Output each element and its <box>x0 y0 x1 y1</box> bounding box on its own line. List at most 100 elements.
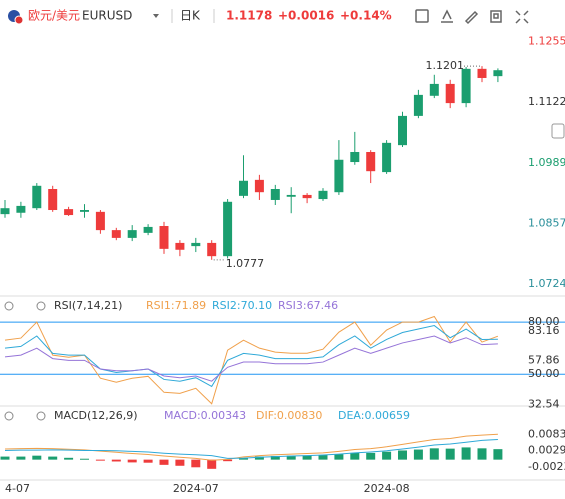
indicator-line <box>4 438 498 459</box>
y-tick-label: 0.00830 <box>528 427 565 440</box>
high-label: 1.1201 <box>426 59 465 72</box>
macd-bar <box>175 459 185 466</box>
candle-body <box>334 159 344 193</box>
macd-bar <box>413 449 423 460</box>
y-tick-label: 1.1255 <box>528 34 565 47</box>
candle-body <box>398 115 407 146</box>
macd-bar <box>270 455 280 460</box>
macd-bar <box>366 452 376 460</box>
candle-body <box>0 208 10 215</box>
x-tick-label: 2024-08 <box>364 482 410 495</box>
candle-body <box>239 180 248 196</box>
macd-bar <box>223 459 233 462</box>
icon-button[interactable] <box>415 9 429 23</box>
candle-body <box>143 226 153 233</box>
legend-entry: MACD:0.00343 <box>164 409 246 422</box>
settings-icon[interactable] <box>36 411 46 421</box>
macd-bar <box>0 456 10 460</box>
macd-bar <box>127 459 137 463</box>
x-tick-label: 4-07 <box>5 482 30 495</box>
icon-button[interactable] <box>441 9 453 23</box>
toolbar-icons <box>415 9 529 25</box>
candle-body <box>350 151 360 163</box>
macd-bar <box>239 458 248 460</box>
legend-entry: DIF:0.00830 <box>256 409 322 422</box>
y-tick-label: 1.1122 <box>528 95 565 108</box>
macd-bar <box>16 456 26 460</box>
indicator-line <box>4 335 498 382</box>
legend-entry: DEA:0.00659 <box>338 409 410 422</box>
macd-bar <box>159 459 169 465</box>
legend-entry: RSI3:67.46 <box>278 299 338 312</box>
candle-body <box>413 94 423 116</box>
pair-symbol[interactable]: EURUSD <box>82 9 132 23</box>
macd-bar <box>254 456 264 460</box>
indicator-line <box>4 315 499 405</box>
candle-body <box>127 230 137 238</box>
candle-body <box>223 201 233 257</box>
macd-bar <box>48 456 58 460</box>
x-tick-label: 2024-07 <box>173 482 219 495</box>
dropdown-arrow[interactable] <box>153 14 159 18</box>
candle-body <box>318 190 328 200</box>
candle-body <box>159 226 169 249</box>
candle-body <box>461 68 471 104</box>
macd-bar <box>302 455 312 460</box>
candle-body <box>302 194 312 199</box>
icon-button[interactable] <box>464 10 479 25</box>
y-tick-label: 1.0724 <box>528 277 565 290</box>
y-tick-label: 1.0989 <box>528 156 565 169</box>
flag-icon <box>14 15 24 25</box>
macd-bar <box>477 448 487 460</box>
y-tick-label: -0.00233 <box>528 460 565 473</box>
candle-body <box>382 142 392 173</box>
candle-body <box>48 189 58 211</box>
indicator-line <box>4 433 498 461</box>
macd-bar <box>382 451 392 460</box>
y-tick-label: 50.00 <box>528 367 560 380</box>
macd-bar <box>334 454 344 460</box>
macd-bar <box>32 455 42 460</box>
macd-bar <box>350 452 360 460</box>
macd-bar <box>493 449 503 460</box>
candle-body <box>429 83 439 96</box>
candle-body <box>191 242 201 247</box>
y-tick-label: 80.00 <box>528 315 560 328</box>
macd-bar <box>191 459 201 468</box>
price-change: +0.0016 <box>278 9 334 23</box>
candle-body <box>286 194 296 197</box>
indicator-line <box>4 325 498 388</box>
legend-entry: RSI1:71.89 <box>146 299 206 312</box>
candle-body <box>207 242 217 257</box>
macd-bar <box>445 448 455 460</box>
candle-body <box>270 189 280 200</box>
eye-icon[interactable] <box>4 301 14 311</box>
macd-bar <box>286 455 296 460</box>
y-tick-label: 1.0857 <box>528 216 565 229</box>
candle-body <box>111 230 121 238</box>
eye-icon[interactable] <box>4 411 14 421</box>
toolbar <box>0 0 565 30</box>
pair-name[interactable]: 欧元/美元 <box>28 9 80 23</box>
candle-body <box>477 68 487 78</box>
macd-bar <box>318 455 328 460</box>
y-tick-label: 0.00299 <box>528 444 565 457</box>
macd-bar <box>95 459 105 461</box>
icon-button[interactable] <box>515 10 529 24</box>
candle-body <box>445 83 455 104</box>
macd-bar <box>398 450 407 460</box>
zoom-button[interactable] <box>551 123 565 139</box>
macd-bar <box>429 448 439 460</box>
indicator-title: MACD(12,26,9) <box>54 409 138 422</box>
period[interactable]: 日K <box>180 9 201 23</box>
candle-body <box>16 205 26 213</box>
icon-button[interactable] <box>490 10 502 23</box>
macd-bar <box>207 459 217 469</box>
y-tick-label: 83.16 <box>528 324 560 337</box>
y-tick-label: 32.54 <box>528 398 560 411</box>
price: 1.1178 <box>226 9 272 23</box>
candle-body <box>32 185 42 209</box>
settings-icon[interactable] <box>36 301 46 311</box>
candle-body <box>80 210 89 212</box>
